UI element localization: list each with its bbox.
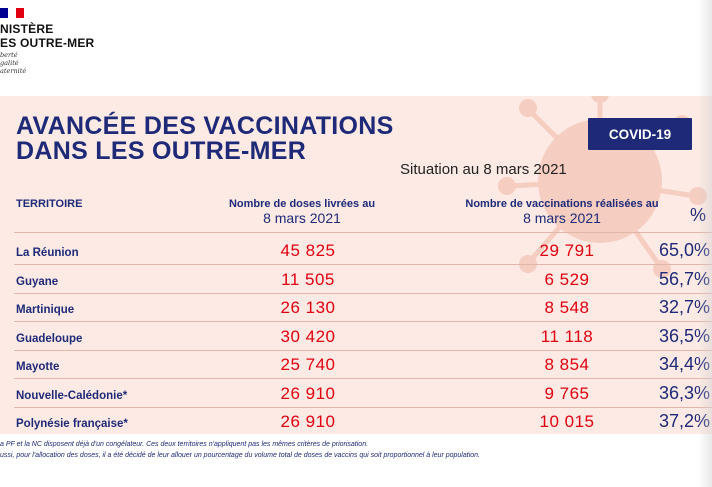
doses-value: 30 420 — [280, 326, 336, 346]
doses-value: 25 740 — [280, 355, 336, 374]
footnote-1: a PF et la NC disposent déjà d'un congél… — [0, 441, 369, 448]
territory-name: La Réunion — [16, 247, 79, 259]
vaccinations-value: 10 015 — [539, 412, 595, 431]
motto-fraternite: aternité — [0, 67, 27, 75]
table-row: Mayotte 25 740 8 854 34,4% — [0, 350, 712, 380]
table-row: Nouvelle-Calédonie* 26 910 9 765 36,3% — [0, 379, 712, 409]
motto-liberte: berté — [0, 51, 18, 59]
row-divider — [14, 378, 712, 379]
vaccinations-value: 8 548 — [544, 298, 590, 317]
table-row: Guadeloupe 30 420 11 118 36,5% — [0, 322, 712, 352]
header-doses-line1: Nombre de doses livrées au — [228, 198, 376, 210]
table-row: Martinique 26 130 8 548 32,7% — [0, 293, 712, 323]
covid-badge: COVID-19 — [588, 118, 692, 150]
territory-name: Martinique — [16, 304, 75, 316]
row-divider — [14, 264, 712, 265]
header-doses-line2: 8 mars 2021 — [263, 210, 341, 226]
vaccinations-value: 29 791 — [539, 241, 595, 260]
vaccinations-value: 8 854 — [544, 355, 590, 374]
table-row: Guyane 11 505 6 529 56,7% — [0, 265, 712, 295]
vaccinations-value: 6 529 — [544, 269, 590, 289]
vaccinations-value: 9 765 — [544, 383, 590, 403]
header-divider — [14, 232, 712, 233]
table-row: Polynésie française* 26 910 10 015 37,2% — [0, 407, 712, 434]
doses-value: 11 505 — [281, 269, 335, 289]
vaccinations-value: 11 118 — [540, 326, 594, 346]
row-divider — [14, 292, 712, 294]
territory-name: Guyane — [16, 275, 59, 288]
footnote-2: ussi, pour l'allocation des doses, il a … — [0, 452, 480, 459]
flag-icon — [0, 8, 24, 18]
situation-date: Situation au 8 mars 2021 — [400, 161, 567, 178]
ministry-name-line1: NISTÈRE — [0, 22, 54, 36]
page-title-line1: AVANCÉE DES VACCINATIONS — [16, 112, 394, 140]
row-divider — [14, 321, 712, 322]
edge-shadow — [698, 0, 712, 487]
percent-value: 56,7% — [658, 268, 710, 289]
percent-value: 32,7% — [658, 297, 710, 317]
territory-name: Guadeloupe — [16, 332, 83, 345]
doses-value: 26 910 — [280, 412, 336, 431]
header-territory: TERRITOIRE — [16, 198, 83, 210]
percent-value: 34,4% — [658, 354, 710, 374]
doses-value: 45 825 — [280, 241, 336, 260]
ministry-name-line2: ES OUTRE-MER — [0, 36, 95, 50]
row-divider — [14, 349, 712, 351]
table-row: La Réunion 45 825 29 791 65,0% — [0, 236, 712, 266]
doses-value: 26 910 — [280, 383, 336, 403]
page-title-line2: DANS LES OUTRE-MER — [16, 137, 307, 165]
doses-value: 26 130 — [280, 298, 336, 317]
percent-value: 65,0% — [658, 240, 710, 260]
vaccination-panel: AVANCÉE DES VACCINATIONS DANS LES OUTRE-… — [0, 96, 712, 434]
header-vax-line2: 8 mars 2021 — [523, 210, 601, 226]
territory-name: Mayotte — [16, 361, 60, 373]
percent-value: 37,2% — [658, 411, 710, 431]
page-title: AVANCÉE DES VACCINATIONS DANS LES OUTRE-… — [16, 114, 394, 164]
territory-name: Polynésie française* — [16, 418, 128, 430]
row-divider — [14, 406, 712, 408]
virus-illustration-icon — [498, 96, 707, 278]
motto-egalite: galité — [0, 59, 19, 67]
header-vax-line1: Nombre de vaccinations réalisées au — [465, 198, 659, 210]
percent-value: 36,3% — [658, 382, 710, 403]
percent-value: 36,5% — [658, 325, 710, 346]
territory-name: Nouvelle-Calédonie* — [16, 389, 128, 402]
